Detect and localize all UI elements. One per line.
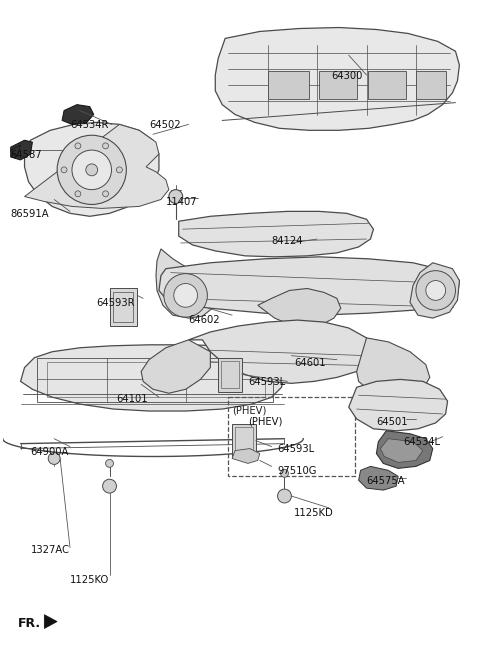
Circle shape [277, 489, 291, 503]
Bar [232, 424, 256, 459]
Text: 84124: 84124 [272, 236, 303, 246]
Text: FR.: FR. [18, 617, 41, 630]
Text: (PHEV): (PHEV) [232, 405, 266, 415]
Text: 64501: 64501 [376, 417, 408, 427]
Polygon shape [216, 28, 459, 131]
Circle shape [117, 167, 122, 173]
Circle shape [280, 469, 288, 478]
Text: 64593L: 64593L [277, 443, 315, 454]
Text: 64534L: 64534L [403, 437, 440, 447]
Polygon shape [376, 431, 433, 468]
Polygon shape [44, 615, 57, 628]
Text: 64900A: 64900A [30, 447, 69, 457]
Bar [37, 358, 273, 402]
Text: 1125KO: 1125KO [70, 575, 109, 585]
Circle shape [61, 167, 67, 173]
Text: 64601: 64601 [294, 358, 326, 367]
Text: (PHEV): (PHEV) [248, 417, 282, 427]
Bar [319, 71, 357, 98]
Polygon shape [232, 449, 260, 463]
Circle shape [426, 281, 445, 300]
Bar [416, 71, 445, 98]
Text: 1327AC: 1327AC [30, 545, 70, 556]
Polygon shape [62, 104, 94, 125]
Circle shape [174, 283, 197, 307]
Bar [47, 361, 264, 397]
Bar [221, 361, 239, 388]
Text: 97510G: 97510G [277, 466, 317, 476]
Polygon shape [349, 379, 447, 431]
Circle shape [75, 191, 81, 197]
Text: 64534R: 64534R [70, 121, 108, 131]
Bar [109, 289, 137, 326]
Text: 11407: 11407 [166, 197, 197, 207]
Circle shape [75, 143, 81, 149]
Polygon shape [21, 345, 285, 411]
Polygon shape [11, 145, 21, 157]
Text: 64587: 64587 [11, 150, 42, 160]
Bar [218, 358, 242, 392]
Circle shape [106, 459, 113, 467]
Polygon shape [159, 257, 459, 315]
Circle shape [86, 164, 97, 176]
Polygon shape [258, 289, 341, 328]
Text: 64602: 64602 [189, 315, 220, 325]
Text: 1125KD: 1125KD [294, 508, 334, 518]
Text: 64593L: 64593L [248, 377, 285, 388]
Polygon shape [357, 338, 430, 399]
Circle shape [103, 480, 117, 493]
Polygon shape [24, 125, 169, 209]
Polygon shape [189, 320, 373, 383]
Text: 64593R: 64593R [96, 298, 135, 308]
Circle shape [48, 453, 60, 464]
Circle shape [169, 190, 183, 203]
Text: 64101: 64101 [117, 394, 148, 404]
Polygon shape [141, 340, 210, 393]
Polygon shape [380, 439, 423, 462]
Text: 64300: 64300 [331, 71, 362, 81]
Polygon shape [410, 263, 459, 318]
Bar [113, 293, 133, 322]
Bar [369, 71, 406, 98]
Bar [235, 427, 253, 455]
Bar [268, 71, 309, 98]
Text: 64502: 64502 [149, 121, 180, 131]
Text: 86591A: 86591A [11, 209, 49, 219]
Bar [228, 397, 355, 476]
Polygon shape [11, 140, 33, 160]
Circle shape [57, 135, 126, 205]
Circle shape [164, 274, 207, 317]
Polygon shape [359, 466, 398, 490]
Circle shape [103, 191, 108, 197]
Text: 64575A: 64575A [367, 476, 405, 486]
Polygon shape [179, 211, 373, 257]
Circle shape [416, 271, 456, 310]
Circle shape [72, 150, 111, 190]
Circle shape [103, 143, 108, 149]
Polygon shape [24, 123, 159, 216]
Polygon shape [156, 249, 216, 318]
